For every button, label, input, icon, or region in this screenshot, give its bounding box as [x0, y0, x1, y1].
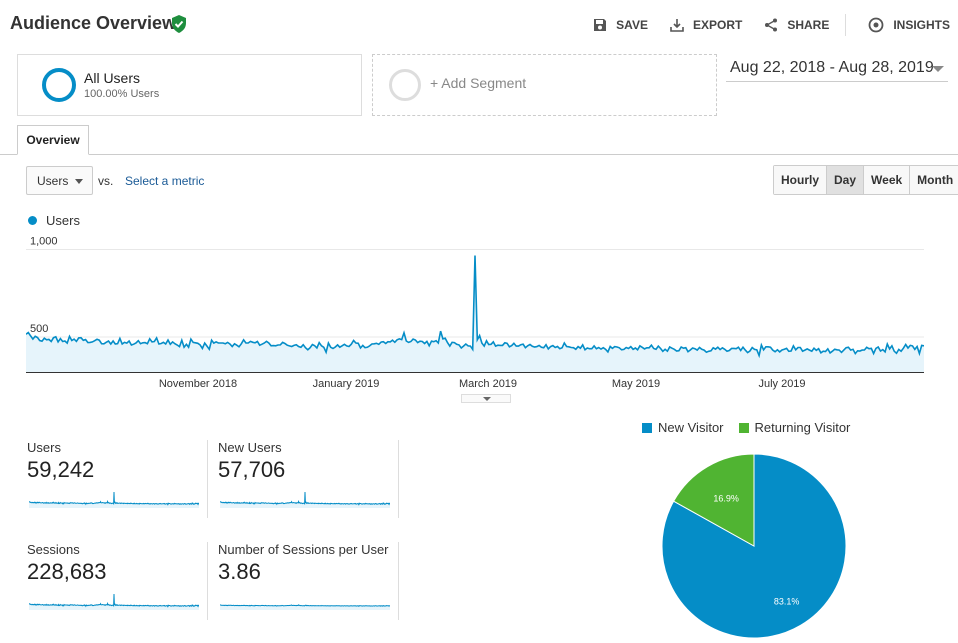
- segment-percent: 100.00% Users: [84, 88, 160, 100]
- granularity-toggle: Hourly Day Week Month: [773, 165, 958, 195]
- page-title: Audience Overview: [10, 13, 177, 33]
- scorecard-divider: [398, 542, 399, 620]
- scorecard-divider: [207, 440, 208, 518]
- scorecard-sessions-per-user[interactable]: Number of Sessions per User 3.86: [218, 542, 398, 620]
- insights-label: INSIGHTS: [893, 18, 950, 32]
- x-tick-label: January 2019: [313, 378, 380, 390]
- save-button[interactable]: SAVE: [593, 18, 648, 32]
- sparkline-line: [220, 604, 390, 608]
- scorecard-value: 57,706: [218, 457, 286, 482]
- chart-legend: Users: [28, 213, 80, 228]
- date-range-text: Aug 22, 2018 - Aug 28, 2019: [730, 59, 934, 76]
- export-icon: [670, 19, 684, 32]
- scorecard-sparkline: [29, 593, 199, 610]
- metric-dropdown[interactable]: Users: [26, 166, 93, 195]
- add-segment-label: + Add Segment: [430, 75, 527, 91]
- granularity-day[interactable]: Day: [826, 166, 864, 194]
- caret-down-icon: [483, 397, 491, 401]
- users-line-chart: 500 1,000 November 2018 January 2019 March 2…: [26, 236, 924, 390]
- segment-ring-icon: [42, 68, 76, 102]
- scorecard-value: 3.86: [218, 559, 261, 584]
- report-actions: SAVE EXPORT SHARE INSIGHTS: [571, 14, 950, 36]
- add-segment-button[interactable]: + Add Segment: [372, 54, 717, 116]
- vs-label: vs.: [98, 174, 114, 188]
- chart-collapse-handle[interactable]: [461, 394, 511, 403]
- select-metric-link[interactable]: Select a metric: [125, 174, 205, 188]
- tab-divider: [0, 154, 958, 155]
- legend-label: Returning Visitor: [754, 420, 851, 435]
- pie-legend: New Visitor Returning Visitor: [642, 420, 865, 435]
- pie-slice-label: 83.1%: [774, 597, 800, 607]
- share-icon: [765, 18, 778, 32]
- segment-name: All Users: [84, 70, 141, 86]
- granularity-hourly[interactable]: Hourly: [774, 166, 827, 194]
- granularity-week[interactable]: Week: [863, 166, 910, 194]
- sparkline-line: [220, 491, 390, 506]
- pie-slice-returning-visitor: [672, 453, 755, 547]
- share-button[interactable]: SHARE: [764, 18, 829, 32]
- date-range-picker[interactable]: Aug 22, 2018 - Aug 28, 2019: [726, 58, 948, 82]
- chevron-down-icon: [932, 66, 944, 72]
- insights-button[interactable]: INSIGHTS: [868, 17, 950, 33]
- scorecard-users[interactable]: Users 59,242: [27, 440, 207, 518]
- pie-slice-new-visitor: [661, 453, 847, 639]
- scorecard-new-users[interactable]: New Users 57,706: [218, 440, 398, 518]
- x-tick-label: March 2019: [459, 378, 517, 390]
- visitor-type-pie-chart: 83.1% 16.9%: [661, 453, 847, 639]
- scorecard-sparkline: [220, 491, 390, 508]
- scorecard-value: 228,683: [27, 559, 107, 584]
- segment-all-users[interactable]: All Users 100.00% Users: [17, 54, 362, 116]
- granularity-month[interactable]: Month: [909, 166, 958, 194]
- insights-icon: [868, 17, 884, 33]
- save-icon: [594, 19, 607, 31]
- legend-returning-visitor[interactable]: Returning Visitor: [738, 420, 851, 435]
- scorecard-sparkline: [220, 604, 390, 610]
- x-tick-label: July 2019: [758, 378, 805, 390]
- series-area: [26, 255, 924, 372]
- action-divider: [845, 14, 847, 36]
- sparkline-line: [29, 593, 199, 608]
- scorecard-divider: [207, 542, 208, 620]
- scorecard-label: New Users: [218, 440, 282, 455]
- export-button[interactable]: EXPORT: [670, 18, 742, 32]
- sparkline-line: [29, 491, 199, 506]
- series-name: Users: [46, 213, 80, 228]
- y-tick-label: 1,000: [30, 236, 58, 248]
- verified-shield-icon: [172, 15, 186, 33]
- scorecard-value: 59,242: [27, 457, 95, 482]
- scorecard-sparkline: [29, 491, 199, 508]
- legend-new-visitor[interactable]: New Visitor: [642, 420, 724, 435]
- scorecard-sessions[interactable]: Sessions 228,683: [27, 542, 207, 620]
- legend-label: New Visitor: [658, 420, 724, 435]
- caret-down-icon: [75, 179, 83, 184]
- empty-segment-ring-icon: [389, 69, 421, 101]
- report-header: Audience Overview SAVE EXPORT SHARE INSI…: [0, 0, 958, 48]
- x-tick-label: November 2018: [159, 378, 237, 390]
- scorecard-label: Number of Sessions per User: [218, 542, 389, 557]
- scorecard-divider: [398, 440, 399, 518]
- x-tick-label: May 2019: [612, 378, 660, 390]
- export-label: EXPORT: [692, 18, 743, 32]
- scorecard-label: Sessions: [27, 542, 80, 557]
- series-dot-icon: [28, 216, 37, 225]
- series-line-users: [26, 255, 924, 359]
- y-tick-label: 500: [30, 323, 48, 335]
- tab-overview[interactable]: Overview: [17, 125, 89, 155]
- legend-swatch: [642, 422, 652, 433]
- pie-slice-label: 16.9%: [713, 493, 739, 503]
- save-label: SAVE: [616, 18, 648, 32]
- share-label: SHARE: [787, 18, 830, 32]
- legend-swatch: [738, 422, 749, 433]
- scorecard-label: Users: [27, 440, 61, 455]
- metric-dropdown-value: Users: [37, 174, 69, 188]
